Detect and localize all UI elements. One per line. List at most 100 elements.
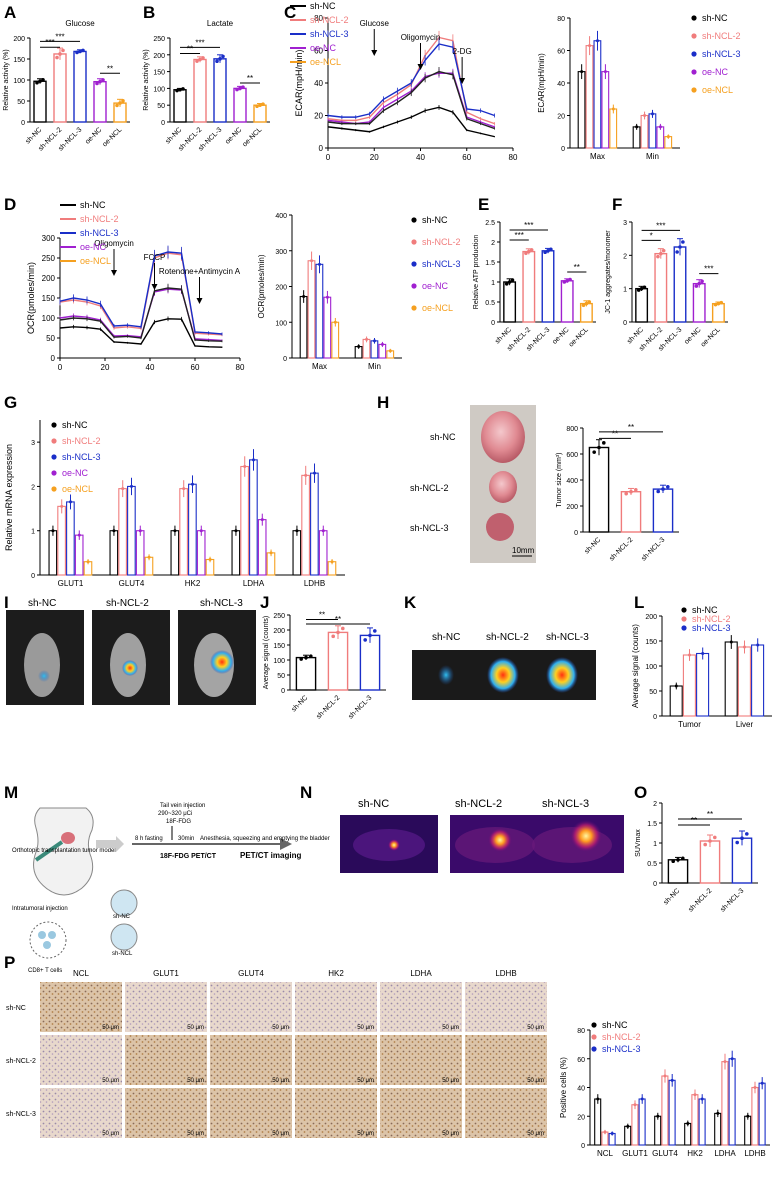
- data-point: [565, 279, 569, 283]
- bar: [193, 58, 207, 123]
- mouse-label-3: sh-NCL-3: [200, 598, 243, 609]
- bar: [751, 644, 765, 717]
- annotation-label: FCCP: [144, 253, 166, 262]
- data-point: [81, 48, 85, 53]
- legend-swatch: [691, 51, 697, 57]
- y-tick-label: 50: [649, 689, 657, 696]
- ihc-scale-label: 50 μm: [187, 1078, 204, 1084]
- y-tick-label: 0: [31, 573, 35, 580]
- data-point: [325, 295, 329, 299]
- schematic-m: Orthotopic transplantation tumor model I…: [12, 803, 330, 974]
- data-point: [195, 59, 199, 63]
- y-tick-label: 80: [557, 16, 565, 23]
- bar: [711, 302, 725, 323]
- data-point: [333, 320, 337, 324]
- data-point: [602, 441, 606, 445]
- m-anesthesia: Anesthesia, squeezing and emptying the b…: [200, 836, 330, 842]
- m-tail: Tail vein injection: [160, 803, 205, 809]
- x-tick-label: GLUT4: [119, 579, 145, 588]
- ihc-image: [125, 1088, 207, 1138]
- sig-label: **: [335, 615, 341, 624]
- chart-o-suv: 0 0.5 1 1.5 2 SUVmax sh-NC sh-NCL-2 sh-NCL-3 ** **: [635, 801, 758, 914]
- y-tick-label: 0: [574, 530, 578, 537]
- legend-label: oe-NC: [310, 43, 337, 53]
- legend-label: oe-NCL: [80, 256, 111, 266]
- y-tick-label: 50: [277, 673, 285, 680]
- y-tick-label: 0: [653, 714, 657, 721]
- legend-label: sh-NCL-3: [62, 452, 101, 462]
- y-tick-label: 50: [46, 334, 55, 343]
- y-tick-label: 400: [275, 213, 287, 220]
- legend-label: sh-NCL-3: [422, 259, 461, 269]
- data-point: [723, 1060, 727, 1064]
- legend-swatch: [691, 69, 697, 75]
- ihc-scale-label: 50 μm: [272, 1078, 289, 1084]
- bar: [541, 250, 555, 323]
- data-point: [365, 337, 369, 341]
- data-point: [546, 249, 550, 253]
- x-tick-label: oe-NCL: [568, 326, 590, 348]
- data-point: [588, 44, 592, 48]
- legend-label: sh-NC: [702, 13, 728, 23]
- ihc-image: [210, 1088, 292, 1138]
- legend-label: sh-NCL-3: [602, 1044, 641, 1054]
- mouse-imaging: sh-NC sh-NCL-2 sh-NCL-3: [6, 598, 256, 705]
- legend-swatch: [691, 87, 697, 93]
- bar: [696, 652, 710, 717]
- y-tick-label: 200: [566, 504, 578, 511]
- y-tick-label: 20: [314, 112, 323, 121]
- panel-label-l: L: [634, 593, 644, 612]
- bar: [93, 80, 107, 123]
- x-tick-label: 60: [462, 153, 471, 162]
- x-tick-label: oe-NCL: [241, 126, 263, 148]
- series-line: [327, 106, 495, 138]
- bar: [691, 1094, 699, 1146]
- y-tick-label: 150: [645, 639, 657, 646]
- bar: [66, 501, 75, 576]
- bar: [240, 465, 249, 576]
- ihc-scale-label: 50 μm: [102, 1078, 119, 1084]
- data-point: [663, 1074, 667, 1078]
- data-point: [629, 489, 633, 494]
- bar: [758, 1082, 766, 1146]
- bar: [631, 1104, 639, 1146]
- ihc-scale-label: 50 μm: [357, 1131, 374, 1137]
- y-tick-label: 0: [51, 354, 56, 363]
- panel-label-e: E: [478, 195, 489, 214]
- bar: [601, 71, 610, 149]
- bar: [173, 89, 187, 123]
- data-point: [756, 643, 760, 647]
- ihc-scale-label: 50 μm: [102, 1131, 119, 1137]
- tumor-photo: 10mm sh-NC sh-NCL-2 sh-NCL-3: [410, 405, 536, 563]
- x-tick-label: 40: [416, 153, 425, 162]
- x-tick-label: sh-NCL-2: [687, 887, 713, 913]
- bar: [624, 1125, 632, 1146]
- data-point: [562, 280, 567, 284]
- sig-label: **: [707, 810, 713, 819]
- mouse-label-2: sh-NCL-2: [106, 598, 149, 609]
- y-tick-label: 2: [623, 253, 627, 260]
- data-point: [642, 285, 647, 290]
- data-point: [336, 630, 340, 635]
- data-point: [633, 1103, 637, 1107]
- bar: [318, 530, 328, 576]
- data-point: [610, 1132, 614, 1135]
- data-point: [363, 638, 368, 642]
- data-point: [656, 1114, 660, 1118]
- panel-label-m: M: [4, 783, 18, 802]
- legend-label: sh-NCL-2: [62, 436, 101, 446]
- data-point: [713, 302, 718, 307]
- legend-swatch: [681, 607, 687, 613]
- data-point: [41, 77, 45, 82]
- legend-label: oe-NCL: [702, 85, 733, 95]
- data-point: [661, 248, 666, 253]
- data-point: [694, 284, 699, 288]
- bar: [593, 40, 602, 149]
- y-tick-label: 40: [314, 79, 323, 88]
- bar: [127, 485, 136, 576]
- data-point: [658, 125, 662, 129]
- data-point: [678, 245, 682, 249]
- data-point: [635, 125, 639, 129]
- y-tick-label: 60: [314, 47, 323, 56]
